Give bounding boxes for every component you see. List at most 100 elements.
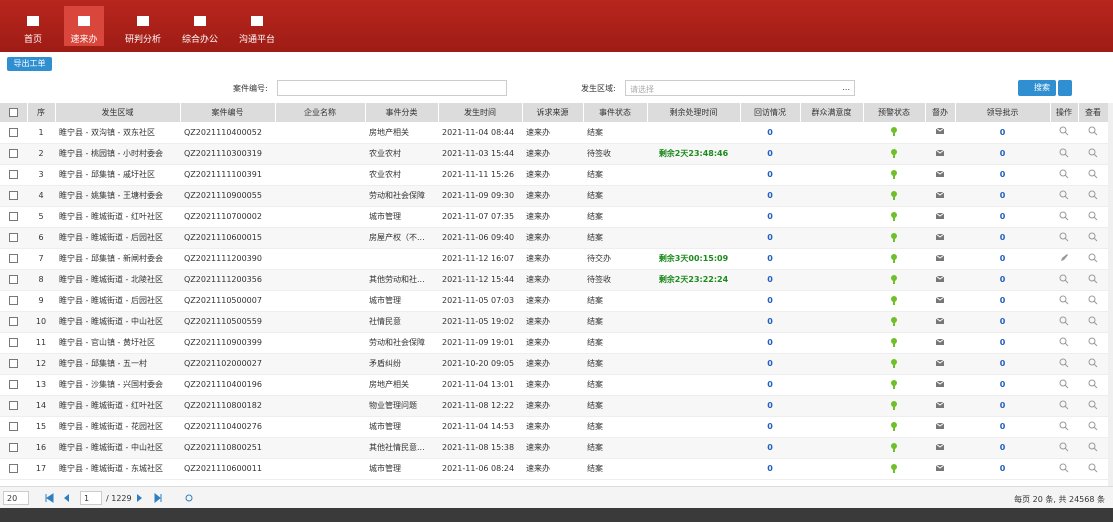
table-row: 8 睢宁县 - 睢城街道 - 北陵社区 QZ2021111200356 其他劳动和社.… — [0, 269, 1108, 291]
view-icon[interactable] — [1059, 442, 1069, 452]
source-cell: 速来办 — [522, 164, 583, 186]
row-checkbox[interactable] — [9, 254, 18, 263]
view-shape — [1064, 279, 1069, 283]
select-cell — [0, 416, 27, 438]
nav-item[interactable]: 首页 — [13, 6, 53, 46]
row-checkbox[interactable] — [9, 149, 18, 158]
view-icon[interactable] — [1059, 463, 1069, 473]
row-checkbox[interactable] — [9, 422, 18, 431]
visit-count-cell: 0 — [740, 185, 800, 207]
time: 2021-10-20 09:05 — [442, 359, 515, 368]
time: 2021-11-12 16:07 — [442, 254, 515, 263]
row-checkbox[interactable] — [9, 338, 18, 347]
view-shape — [1093, 447, 1098, 451]
company-cell — [275, 311, 365, 333]
row-number-cell: 14 — [27, 395, 55, 417]
view-icon[interactable] — [1059, 211, 1069, 221]
row-checkbox[interactable] — [9, 212, 18, 221]
case-input[interactable] — [277, 80, 507, 96]
view-icon[interactable] — [1059, 295, 1069, 305]
row-checkbox[interactable] — [9, 464, 18, 473]
view-icon[interactable] — [1059, 274, 1069, 284]
first-page[interactable] — [45, 493, 54, 503]
view-shape — [1059, 126, 1067, 134]
view-icon[interactable] — [1059, 190, 1069, 200]
mail-icon — [935, 275, 945, 282]
view-icon[interactable] — [1088, 442, 1098, 452]
mail-icon — [935, 254, 945, 261]
nav-item[interactable]: 综合办公 — [175, 6, 225, 46]
view-icon[interactable] — [1059, 379, 1069, 389]
select-all[interactable] — [8, 108, 18, 117]
search-toggle[interactable] — [1058, 80, 1072, 96]
view-icon[interactable] — [1059, 148, 1069, 158]
row-checkbox[interactable] — [9, 233, 18, 242]
view-icon[interactable] — [1088, 463, 1098, 473]
export-button[interactable]: 导出工单 — [7, 57, 52, 71]
row-checkbox[interactable] — [9, 127, 18, 137]
view-icon[interactable] — [1088, 211, 1098, 221]
view-icon[interactable] — [1059, 358, 1069, 368]
visit-count-cell: 0 — [740, 248, 800, 270]
view-icon[interactable] — [1088, 400, 1098, 410]
row-checkbox[interactable] — [9, 401, 18, 410]
row-checkbox[interactable] — [9, 380, 18, 389]
view-icon[interactable] — [1088, 316, 1098, 326]
row-checkbox[interactable] — [9, 443, 18, 452]
view-icon[interactable] — [1088, 232, 1098, 242]
edit-icon[interactable] — [1059, 253, 1069, 263]
view-icon[interactable] — [1059, 337, 1069, 347]
view-icon[interactable] — [1059, 126, 1069, 136]
row-checkbox[interactable] — [9, 275, 18, 284]
nav-item[interactable]: 速来办 — [64, 6, 104, 46]
supervise-cell — [925, 416, 955, 438]
leader-count-cell: 0 — [955, 269, 1050, 291]
leader-count: 0 — [999, 275, 1006, 284]
view-icon[interactable] — [1088, 379, 1098, 389]
view-icon[interactable] — [1059, 232, 1069, 242]
case-number-cell: QZ2021110500007 — [180, 290, 275, 312]
refresh[interactable] — [185, 494, 193, 502]
header: 首页 速来办 研判分析 综合办公 沟通平台 — [0, 0, 1113, 52]
view-icon[interactable] — [1088, 337, 1098, 347]
prev-page[interactable] — [64, 494, 69, 502]
page-size[interactable]: 20 — [3, 491, 29, 505]
next-page[interactable] — [137, 494, 142, 502]
view-icon[interactable] — [1088, 295, 1098, 305]
view-icon[interactable] — [1059, 316, 1069, 326]
view-icon[interactable] — [1088, 190, 1098, 200]
view-icon[interactable] — [1088, 253, 1098, 263]
view-icon[interactable] — [1088, 421, 1098, 431]
nav-item[interactable]: 研判分析 — [118, 6, 168, 46]
status-cell: 结案 — [583, 311, 647, 333]
view-icon[interactable] — [1088, 126, 1098, 136]
row-checkbox[interactable] — [9, 170, 18, 179]
nav-item[interactable]: 沟通平台 — [232, 6, 282, 46]
time-cell: 2021-11-04 08:44 — [438, 122, 522, 144]
last-page[interactable] — [154, 493, 162, 503]
view-icon[interactable] — [1059, 169, 1069, 179]
view-shape — [1088, 190, 1096, 197]
page-input[interactable]: 1 — [80, 491, 102, 505]
row-checkbox[interactable] — [9, 359, 18, 368]
view-shape — [1093, 258, 1098, 262]
view-icon[interactable] — [1088, 148, 1098, 158]
search-button[interactable]: 搜索 — [1018, 80, 1056, 96]
table-row: 15 睢宁县 - 睢城街道 - 花园社区 QZ2021110400276 城市管理 20… — [0, 416, 1108, 438]
row-checkbox[interactable] — [9, 296, 18, 305]
view-icon[interactable] — [1059, 421, 1069, 431]
view-icon[interactable] — [1088, 169, 1098, 179]
view-icon[interactable] — [1059, 400, 1069, 410]
operation-cell — [1050, 374, 1078, 396]
visit-count-cell: 0 — [740, 437, 800, 459]
row-number-cell: 4 — [27, 185, 55, 207]
view-icon[interactable] — [1088, 274, 1098, 284]
row-checkbox[interactable] — [9, 191, 18, 200]
select-cell — [0, 458, 27, 480]
supervise-cell — [925, 458, 955, 480]
area-select[interactable]: 请选择 ... — [625, 80, 855, 96]
row-checkbox[interactable] — [9, 317, 18, 326]
supervise-cell — [925, 206, 955, 228]
view-icon[interactable] — [1088, 358, 1098, 368]
source-cell: 速来办 — [522, 332, 583, 354]
